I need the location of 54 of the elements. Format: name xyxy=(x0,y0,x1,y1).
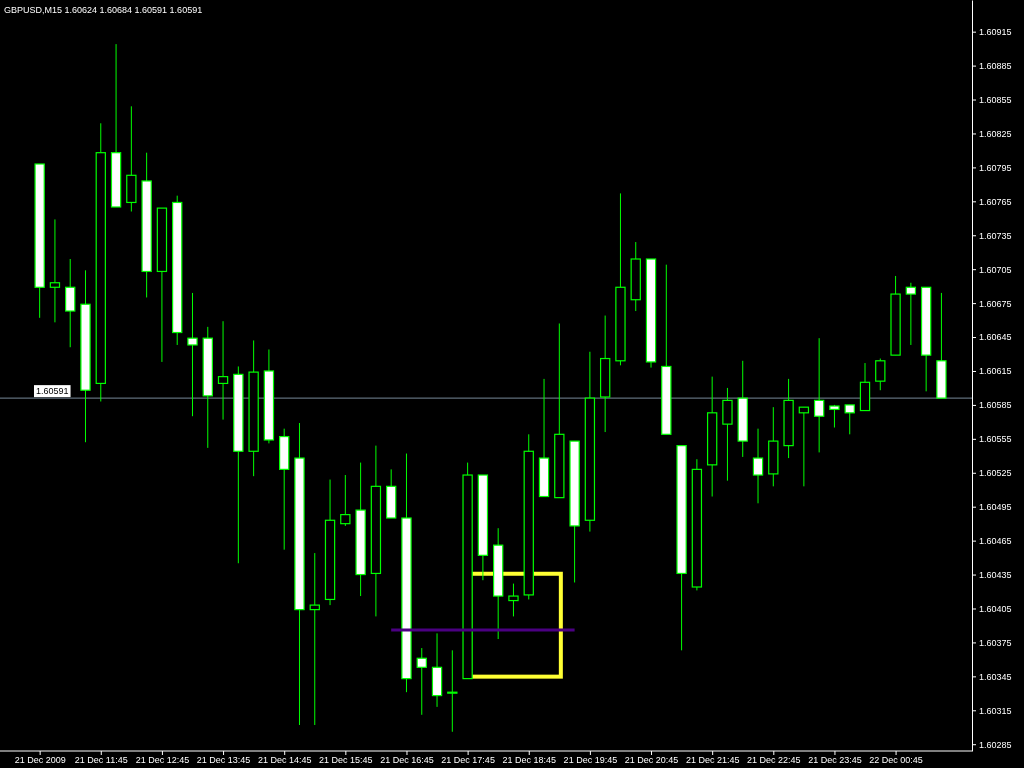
candlestick xyxy=(49,218,61,323)
candlestick xyxy=(447,649,458,733)
y-tick-label: 1.60555 xyxy=(979,434,1012,445)
x-tick-label: 21 Dec 12:45 xyxy=(135,755,190,766)
y-tick-label: 1.60435 xyxy=(979,569,1012,580)
candlestick xyxy=(508,583,519,617)
candlestick xyxy=(65,258,76,348)
candlestick xyxy=(752,428,764,504)
y-tick-label: 1.60615 xyxy=(979,366,1012,377)
y-tick-label: 1.60375 xyxy=(979,637,1012,648)
candlestick xyxy=(217,320,229,421)
candlestick xyxy=(187,292,198,417)
x-tick-label: 21 Dec 13:45 xyxy=(196,755,251,766)
text: GBPUSD,M15 1.60624 1.60684 1.60591 1.60591 xyxy=(4,5,203,15)
x-tick-label: 22 Dec 00:45 xyxy=(869,755,923,766)
y-tick-label: 1.60735 xyxy=(979,230,1012,241)
candlestick xyxy=(875,358,886,391)
y-tick-label: 1.60705 xyxy=(979,264,1012,275)
y-tick-label: 1.60795 xyxy=(979,162,1012,173)
x-tick-label: 21 Dec 17:45 xyxy=(441,755,495,766)
candlestick xyxy=(340,474,351,527)
x-tick-label: 21 Dec 22:45 xyxy=(747,755,801,766)
y-tick-label: 1.60495 xyxy=(979,502,1012,513)
y-tick-label: 1.60885 xyxy=(979,60,1012,71)
candlestick xyxy=(813,337,825,453)
y-tick-label: 1.60825 xyxy=(979,128,1012,139)
ref-line-label: 1.60591 xyxy=(36,386,69,397)
y-tick-label: 1.60645 xyxy=(979,332,1012,343)
candlestick xyxy=(309,552,320,726)
x-tick-label: 21 Dec 18:45 xyxy=(502,755,557,766)
x-tick-label: 21 Dec 21:45 xyxy=(685,755,740,766)
x-tick-label: 21 Dec 23:45 xyxy=(808,755,862,766)
x-tick-label: 21 Dec 16:45 xyxy=(380,755,434,766)
x-tick-label: 21 Dec 19:45 xyxy=(563,755,618,766)
y-tick-label: 1.60405 xyxy=(979,603,1012,614)
y-tick-label: 1.60915 xyxy=(979,27,1012,38)
candlestick xyxy=(905,282,917,346)
x-tick-label: 21 Dec 14:45 xyxy=(257,755,312,766)
y-tick-label: 1.60585 xyxy=(979,400,1012,411)
x-tick-label: 21 Dec 20:45 xyxy=(624,755,679,766)
y-tick-label: 1.60675 xyxy=(979,298,1012,309)
y-tick-label: 1.60765 xyxy=(979,196,1012,207)
candlestick xyxy=(722,387,733,482)
candlestick xyxy=(844,404,855,435)
y-tick-label: 1.60285 xyxy=(979,739,1012,750)
candlestick xyxy=(416,647,427,716)
y-tick-label: 1.60525 xyxy=(979,468,1012,479)
y-tick-label: 1.60855 xyxy=(979,94,1012,105)
x-tick-label: 21 Dec 11:45 xyxy=(74,755,128,766)
y-tick-label: 1.60345 xyxy=(979,671,1012,682)
y-tick-label: 1.60465 xyxy=(979,536,1012,547)
y-tick-label: 1.60315 xyxy=(979,705,1012,716)
x-tick-label: 21 Dec 2009 xyxy=(14,755,66,766)
x-tick-label: 21 Dec 15:45 xyxy=(319,755,373,766)
